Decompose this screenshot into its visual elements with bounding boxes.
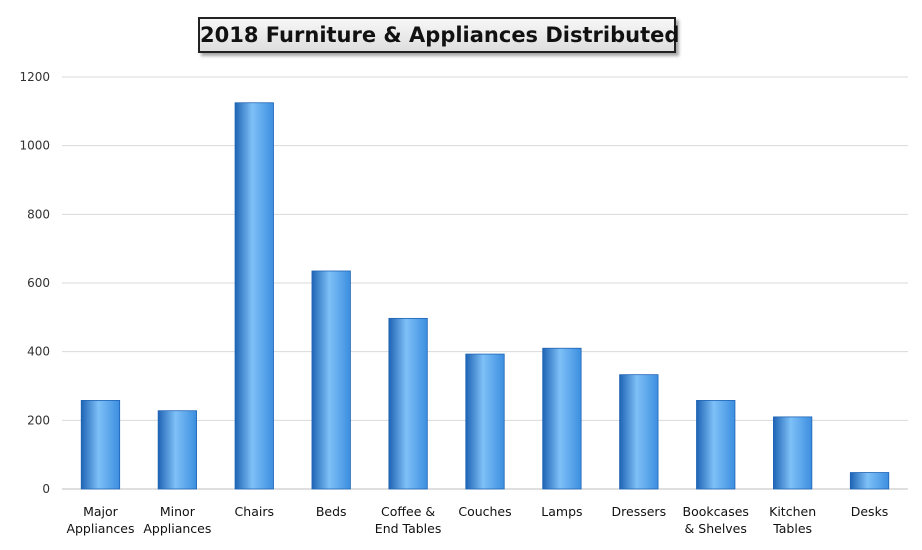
x-category-label: Desks (851, 504, 889, 519)
x-category-label-line: Coffee & (381, 504, 435, 519)
bar (542, 347, 582, 490)
x-category-label-line: Lamps (541, 504, 582, 519)
x-category-label-line: Appliances (66, 521, 134, 536)
bar (465, 353, 505, 490)
bar (773, 416, 813, 490)
bar (619, 374, 659, 490)
x-category-label-line: Major (83, 504, 119, 519)
bar (234, 102, 274, 490)
x-category-label-line: Bookcases (683, 504, 749, 519)
bars (80, 102, 890, 490)
x-category-label: Minor Appliances (143, 504, 211, 536)
x-category-label: Couches (458, 504, 511, 519)
x-category-labels: Major Appliances Minor Appliances Chairs Beds… (66, 504, 888, 536)
x-category-label-line: Tables (772, 521, 812, 536)
x-category-label-line: Beds (316, 504, 347, 519)
chart-title: 2018 Furniture & Appliances Distributed (198, 17, 679, 53)
x-category-label: Coffee & End Tables (375, 504, 442, 536)
gridlines (62, 76, 908, 421)
x-category-label-line: Chairs (235, 504, 274, 519)
x-category-label-line: Kitchen (769, 504, 816, 519)
bar (311, 270, 351, 490)
bar (157, 410, 197, 490)
x-category-label-line: Dressers (612, 504, 667, 519)
bar (80, 400, 121, 490)
x-category-label: Dressers (612, 504, 667, 519)
x-category-label-line: Desks (851, 504, 889, 519)
x-category-label-line: End Tables (375, 521, 442, 536)
y-tick-label: 1000 (19, 139, 50, 153)
x-category-label: Beds (316, 504, 347, 519)
x-category-label-line: & Shelves (685, 521, 747, 536)
y-tick-label: 200 (27, 413, 50, 427)
bar (696, 400, 736, 490)
y-tick-label: 800 (27, 207, 50, 221)
x-category-label: Lamps (541, 504, 582, 519)
x-category-label: Kitchen Tables (769, 504, 816, 536)
x-category-label: Major Appliances (66, 504, 134, 536)
bar (849, 472, 890, 490)
y-tick-labels: 0 200 400 600 800 1000 1200 (19, 70, 50, 496)
bar (388, 317, 428, 490)
x-category-label-line: Appliances (143, 521, 211, 536)
x-category-label: Bookcases & Shelves (683, 504, 749, 536)
x-category-label: Chairs (235, 504, 274, 519)
y-tick-label: 1200 (19, 70, 50, 84)
y-tick-label: 0 (42, 482, 50, 496)
y-tick-label: 400 (27, 345, 50, 359)
x-category-label-line: Couches (458, 504, 511, 519)
x-category-label-line: Minor (160, 504, 196, 519)
y-tick-label: 600 (27, 276, 50, 290)
